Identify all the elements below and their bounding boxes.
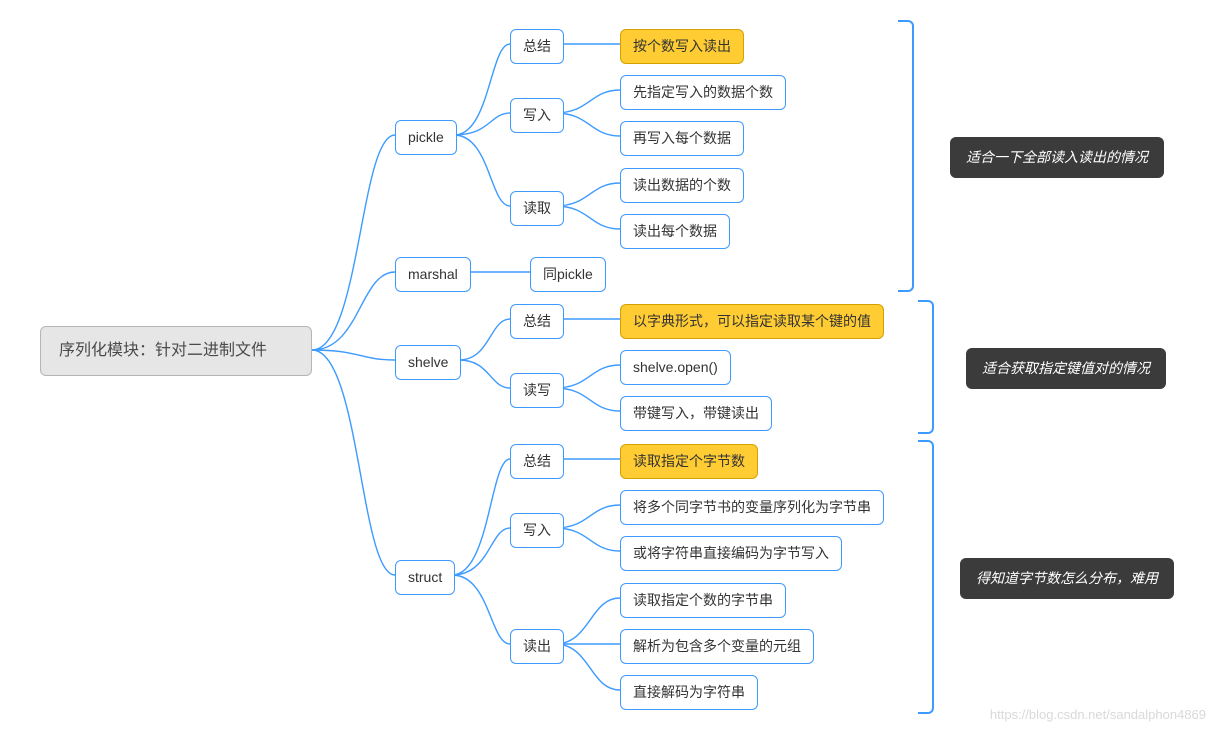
note-pickle[interactable]: 适合一下全部读入读出的情况	[950, 137, 1164, 178]
shelve-summary-value[interactable]: 以字典形式，可以指定读取某个键的值	[620, 304, 884, 339]
struct-read[interactable]: 读出	[510, 629, 564, 664]
struct-read-c[interactable]: 直接解码为字符串	[620, 675, 758, 710]
pickle-write-a[interactable]: 先指定写入的数据个数	[620, 75, 786, 110]
pickle-read-b-label: 读出每个数据	[633, 223, 717, 239]
module-pickle[interactable]: pickle	[395, 120, 457, 155]
struct-write-b-label: 或将字符串直接编码为字节写入	[633, 545, 829, 561]
shelve-summary[interactable]: 总结	[510, 304, 564, 339]
pickle-write-a-label: 先指定写入的数据个数	[633, 84, 773, 100]
watermark-text: https://blog.csdn.net/sandalphon4869	[990, 707, 1206, 722]
marshal-same-label: 同pickle	[543, 266, 593, 282]
module-marshal-label: marshal	[408, 266, 458, 282]
struct-write-a[interactable]: 将多个同字节书的变量序列化为字节串	[620, 490, 884, 525]
struct-read-b-label: 解析为包含多个变量的元组	[633, 638, 801, 654]
pickle-read-label: 读取	[523, 200, 551, 216]
root-label: 序列化模块：针对二进制文件	[59, 342, 267, 359]
pickle-read-a[interactable]: 读出数据的个数	[620, 168, 744, 203]
shelve-rw-label: 读写	[523, 382, 551, 398]
pickle-read-a-label: 读出数据的个数	[633, 177, 731, 193]
pickle-read[interactable]: 读取	[510, 191, 564, 226]
pickle-write-label: 写入	[523, 107, 551, 123]
shelve-rw-b[interactable]: 带键写入，带键读出	[620, 396, 772, 431]
module-struct-label: struct	[408, 569, 442, 585]
note-shelve-label: 适合获取指定键值对的情况	[982, 360, 1150, 376]
struct-write-b[interactable]: 或将字符串直接编码为字节写入	[620, 536, 842, 571]
note-struct-label: 得知道字节数怎么分布，难用	[976, 570, 1158, 586]
struct-read-a-label: 读取指定个数的字节串	[633, 592, 773, 608]
struct-write[interactable]: 写入	[510, 513, 564, 548]
struct-read-c-label: 直接解码为字符串	[633, 684, 745, 700]
module-shelve[interactable]: shelve	[395, 345, 461, 380]
struct-write-label: 写入	[523, 522, 551, 538]
struct-summary-value-label: 读取指定个字节数	[633, 453, 745, 469]
pickle-summary[interactable]: 总结	[510, 29, 564, 64]
watermark: https://blog.csdn.net/sandalphon4869	[990, 707, 1206, 722]
bracket-pickle	[898, 20, 914, 292]
shelve-rw-a[interactable]: shelve.open()	[620, 350, 731, 385]
pickle-write-b[interactable]: 再写入每个数据	[620, 121, 744, 156]
bracket-struct	[918, 440, 934, 714]
shelve-rw[interactable]: 读写	[510, 373, 564, 408]
module-shelve-label: shelve	[408, 354, 448, 370]
struct-read-a[interactable]: 读取指定个数的字节串	[620, 583, 786, 618]
shelve-rw-b-label: 带键写入，带键读出	[633, 405, 759, 421]
root-node[interactable]: 序列化模块：针对二进制文件	[40, 326, 312, 376]
pickle-summary-label: 总结	[523, 38, 551, 54]
pickle-write-b-label: 再写入每个数据	[633, 130, 731, 146]
struct-read-label: 读出	[523, 638, 551, 654]
shelve-rw-a-label: shelve.open()	[633, 359, 718, 375]
marshal-same[interactable]: 同pickle	[530, 257, 606, 292]
note-struct[interactable]: 得知道字节数怎么分布，难用	[960, 558, 1174, 599]
note-pickle-label: 适合一下全部读入读出的情况	[966, 149, 1148, 165]
struct-summary-label: 总结	[523, 453, 551, 469]
pickle-summary-value[interactable]: 按个数写入读出	[620, 29, 744, 64]
pickle-read-b[interactable]: 读出每个数据	[620, 214, 730, 249]
module-pickle-label: pickle	[408, 129, 444, 145]
module-struct[interactable]: struct	[395, 560, 455, 595]
struct-write-a-label: 将多个同字节书的变量序列化为字节串	[633, 499, 871, 515]
struct-read-b[interactable]: 解析为包含多个变量的元组	[620, 629, 814, 664]
pickle-write[interactable]: 写入	[510, 98, 564, 133]
bracket-shelve	[918, 300, 934, 434]
pickle-summary-value-label: 按个数写入读出	[633, 38, 731, 54]
shelve-summary-label: 总结	[523, 313, 551, 329]
struct-summary[interactable]: 总结	[510, 444, 564, 479]
note-shelve[interactable]: 适合获取指定键值对的情况	[966, 348, 1166, 389]
shelve-summary-value-label: 以字典形式，可以指定读取某个键的值	[633, 313, 871, 329]
module-marshal[interactable]: marshal	[395, 257, 471, 292]
struct-summary-value[interactable]: 读取指定个字节数	[620, 444, 758, 479]
